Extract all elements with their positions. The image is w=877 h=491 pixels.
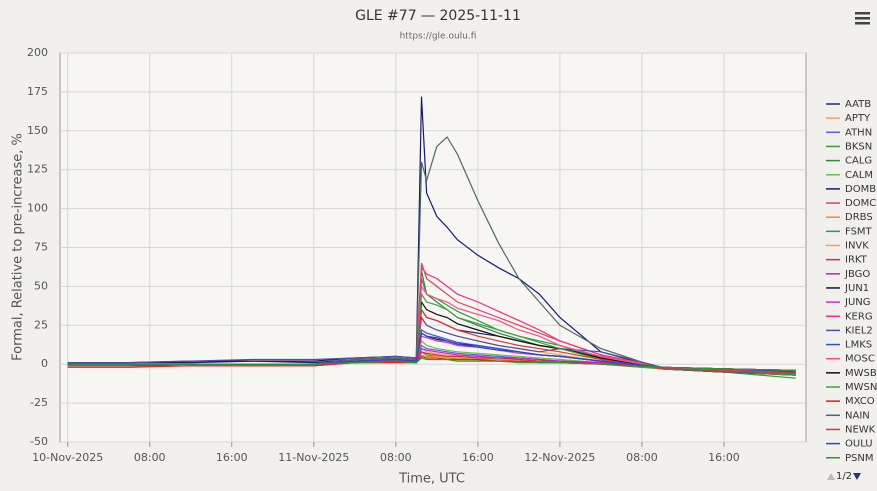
legend-label: NAIN bbox=[845, 410, 870, 421]
y-tick-label: 125 bbox=[27, 163, 48, 176]
legend-label: JBGO bbox=[844, 269, 870, 280]
x-axis-label: Time, UTC bbox=[398, 472, 465, 487]
menu-bar bbox=[855, 17, 870, 20]
chart-title: GLE #77 — 2025-11-11 bbox=[355, 8, 521, 24]
x-tick-label: 16:00 bbox=[708, 451, 740, 464]
y-tick-label: 75 bbox=[34, 241, 48, 254]
legend-page: 1/2 bbox=[836, 471, 852, 482]
y-tick-label: 200 bbox=[27, 46, 48, 59]
legend-label: ATHN bbox=[845, 127, 872, 138]
legend-prev[interactable] bbox=[827, 473, 835, 480]
y-tick-label: 50 bbox=[34, 279, 48, 292]
x-tick-label: 16:00 bbox=[216, 451, 248, 464]
chart-subtitle: https://gle.oulu.fi bbox=[400, 32, 477, 42]
x-tick-label: 16:00 bbox=[462, 451, 494, 464]
x-tick-label: 08:00 bbox=[134, 451, 166, 464]
y-tick-label: -25 bbox=[30, 396, 48, 409]
legend-label: KERG bbox=[845, 311, 873, 322]
legend-label: DOMC bbox=[845, 198, 876, 209]
series-line bbox=[67, 357, 796, 371]
legend-label: APTY bbox=[845, 113, 871, 124]
legend-label: OULU bbox=[845, 439, 873, 450]
legend-label: LMKS bbox=[845, 340, 872, 351]
series-line bbox=[67, 315, 796, 375]
y-tick-label: 150 bbox=[27, 124, 48, 137]
y-axis-label: Formal, Relative to pre-increase, % bbox=[11, 133, 26, 361]
series-line bbox=[67, 96, 796, 376]
legend-label: AATB bbox=[845, 99, 871, 110]
y-tick-label: 0 bbox=[41, 357, 48, 370]
x-tick-label: 08:00 bbox=[626, 451, 658, 464]
legend-label: BKSN bbox=[845, 141, 872, 152]
x-tick-label: 10-Nov-2025 bbox=[32, 451, 103, 464]
legend-label: DRBS bbox=[845, 212, 873, 223]
y-tick-label: 175 bbox=[27, 85, 48, 98]
legend-label: DOMB bbox=[845, 184, 876, 195]
legend-next[interactable] bbox=[853, 473, 861, 480]
legend-label: JUNG bbox=[844, 297, 871, 308]
legend-label: KIEL2 bbox=[845, 325, 873, 336]
legend-label: JUN1 bbox=[844, 283, 869, 294]
x-tick-label: 11-Nov-2025 bbox=[278, 451, 349, 464]
legend-label: PSNM bbox=[845, 453, 874, 464]
legend-label: CALG bbox=[845, 156, 872, 167]
legend-label: INVK bbox=[845, 241, 869, 252]
legend-label: MXCO bbox=[845, 396, 875, 407]
legend-label: MWSB bbox=[845, 368, 877, 379]
legend-label: MOSC bbox=[845, 354, 875, 365]
y-tick-label: 100 bbox=[27, 202, 48, 215]
series-group bbox=[67, 96, 796, 379]
legend-label: FSMT bbox=[845, 226, 873, 237]
legend-label: IRKT bbox=[845, 255, 868, 266]
legend-label: NEWK bbox=[845, 424, 876, 435]
y-tick-label: -50 bbox=[30, 435, 48, 448]
menu-bar bbox=[855, 12, 870, 15]
x-tick-label: 08:00 bbox=[380, 451, 412, 464]
legend-label: CALM bbox=[845, 170, 873, 181]
x-tick-label: 12-Nov-2025 bbox=[524, 451, 595, 464]
menu-bar bbox=[855, 22, 870, 25]
menu-button[interactable] bbox=[855, 12, 870, 25]
legend-label: MWSN bbox=[845, 382, 877, 393]
y-tick-label: 25 bbox=[34, 318, 48, 331]
